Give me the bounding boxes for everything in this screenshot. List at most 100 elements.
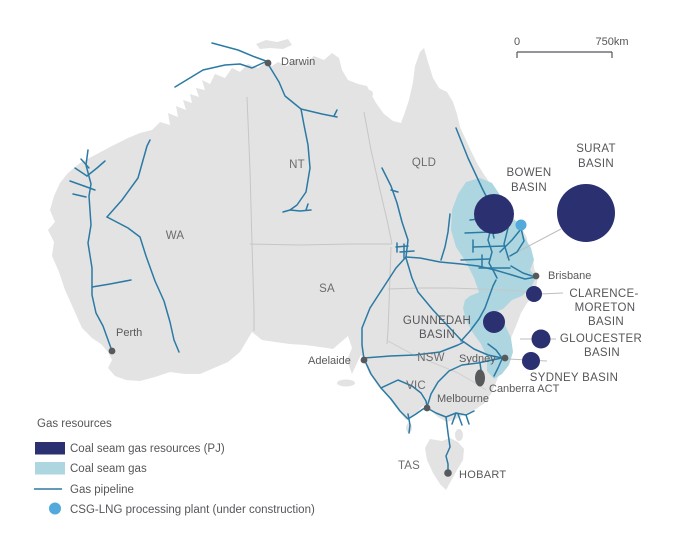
pipeline-segment	[390, 189, 399, 193]
legend-swatch-csg-lng-plant	[49, 502, 61, 515]
legend-label-pipeline: Gas pipeline	[70, 484, 134, 496]
gloucester-basin-label-2: BASIN	[584, 347, 620, 359]
pipeline-segment	[69, 180, 85, 187]
pipeline-segment	[509, 227, 525, 257]
pipeline-segment	[426, 407, 475, 418]
pipeline-segment	[86, 160, 106, 177]
city-dot-adelaide	[360, 356, 368, 364]
city-dot-darwin	[264, 59, 272, 67]
csg-lng-plant-dot	[515, 219, 527, 231]
scale-zero-label: 0	[514, 36, 520, 48]
legend: Gas resources Coal seam gas resources (P…	[34, 418, 315, 516]
pipeline-segment	[174, 61, 266, 88]
gunnedah-basin-label-1: GUNNEDAH	[403, 315, 471, 327]
city-label-canberra: Canberra ACT	[489, 383, 560, 395]
state-label-tas: TAS	[398, 460, 420, 472]
csg-area-surat-bowen	[451, 178, 536, 312]
city-dot-brisbane	[532, 272, 540, 280]
basin-circle-clarence-moreton	[526, 286, 542, 302]
pipeline-segment	[465, 414, 470, 425]
pipeline-segment	[405, 257, 503, 359]
pipeline-segment	[472, 245, 506, 248]
clarence-moreton-basin-label-1: CLARENCE-	[569, 288, 638, 300]
clarence-moreton-basin-label-2: MORETON	[575, 302, 636, 314]
pipeline-segment	[487, 343, 503, 359]
legend-title: Gas resources	[37, 418, 112, 430]
state-borders	[246, 96, 534, 391]
pipeline-segment	[300, 108, 338, 118]
border-nsw-vic	[387, 340, 487, 391]
gunnedah-basin-label-2: BASIN	[419, 329, 455, 341]
gloucester-basin-label-1: GLOUCESTER	[560, 333, 642, 345]
pipeline-segment	[460, 258, 490, 261]
pipeline-segment	[72, 193, 87, 198]
state-label-wa: WA	[166, 230, 185, 242]
pipeline-segment	[363, 341, 465, 359]
pipeline-segment	[405, 256, 537, 280]
pipeline-segment	[83, 185, 96, 191]
bowen-basin-label-1: BOWEN	[507, 167, 552, 179]
australia-landmass	[48, 39, 538, 490]
state-label-vic: VIC	[406, 380, 426, 392]
pipeline-segment	[80, 158, 90, 169]
pipeline-segment	[305, 203, 309, 211]
state-label-sa: SA	[319, 283, 335, 295]
pipeline-segment	[460, 279, 497, 342]
pipeline-segment	[91, 279, 132, 288]
surat-basin-label-1: SURAT	[576, 143, 616, 155]
city-dot-perth	[108, 347, 116, 355]
city-labels: Darwin Perth Adelaide Sydney Canberra AC…	[116, 56, 591, 481]
legend-swatch-csg-area	[35, 462, 65, 475]
city-label-adelaide: Adelaide	[308, 355, 351, 367]
pipeline-segment	[395, 245, 409, 248]
pipeline-segment	[499, 228, 522, 253]
state-label-nt: NT	[289, 159, 305, 171]
pipeline-segment	[407, 413, 411, 434]
pipeline-segment	[333, 109, 338, 117]
flinders-island	[455, 429, 463, 441]
state-label-qld: QLD	[412, 157, 436, 169]
legend-swatch-csg-resources	[35, 442, 65, 455]
pipeline-segment	[445, 416, 451, 473]
pipeline-segment	[426, 357, 503, 408]
pipeline-segment	[493, 358, 503, 377]
basin-labels: SURAT BASIN BOWEN BASIN CLARENCE- MORETO…	[403, 143, 642, 384]
city-dot-hobart	[444, 469, 452, 477]
sydney-basin-label: SYDNEY BASIN	[530, 372, 618, 384]
city-label-perth: Perth	[116, 327, 142, 339]
pipeline-segment	[364, 360, 428, 420]
basin-circle-gloucester	[531, 329, 551, 349]
act-territory-shape	[475, 369, 485, 387]
leader-clarence	[539, 292, 564, 295]
city-label-brisbane: Brisbane	[548, 270, 591, 282]
mainland-shape	[48, 48, 538, 422]
scale-distance-label: 750km	[595, 36, 628, 48]
pipeline-segment	[267, 63, 311, 213]
basin-circle-bowen	[474, 194, 514, 234]
bowen-basin-label-2: BASIN	[511, 182, 547, 194]
pipeline-segment	[106, 139, 151, 218]
legend-label-csg-lng-plant: CSG-LNG processing plant (under construc…	[70, 504, 315, 516]
border-sa-nsw	[386, 246, 392, 345]
basin-circle-sydney	[522, 352, 540, 370]
city-dot-melbourne	[423, 404, 431, 412]
city-label-hobart: HOBART	[459, 469, 506, 481]
pipeline-segment	[74, 167, 88, 177]
basin-circle-gunnedah	[483, 311, 505, 333]
border-nt-qld	[363, 111, 393, 245]
pipeline-segment	[289, 209, 312, 212]
city-dots	[108, 59, 540, 477]
border-qld-nsw	[387, 287, 534, 295]
tasmania-shape	[425, 438, 464, 490]
gas-pipelines	[69, 42, 537, 473]
clarence-moreton-basin-label-3: BASIN	[588, 316, 624, 328]
scale-bar: 0 750km	[514, 36, 629, 58]
pipeline-segment	[380, 379, 428, 408]
pipeline-segment	[211, 42, 267, 62]
kangaroo-island	[337, 379, 355, 387]
state-label-nsw: NSW	[417, 352, 444, 364]
pipeline-segment	[106, 216, 180, 353]
melville-island	[256, 39, 292, 49]
